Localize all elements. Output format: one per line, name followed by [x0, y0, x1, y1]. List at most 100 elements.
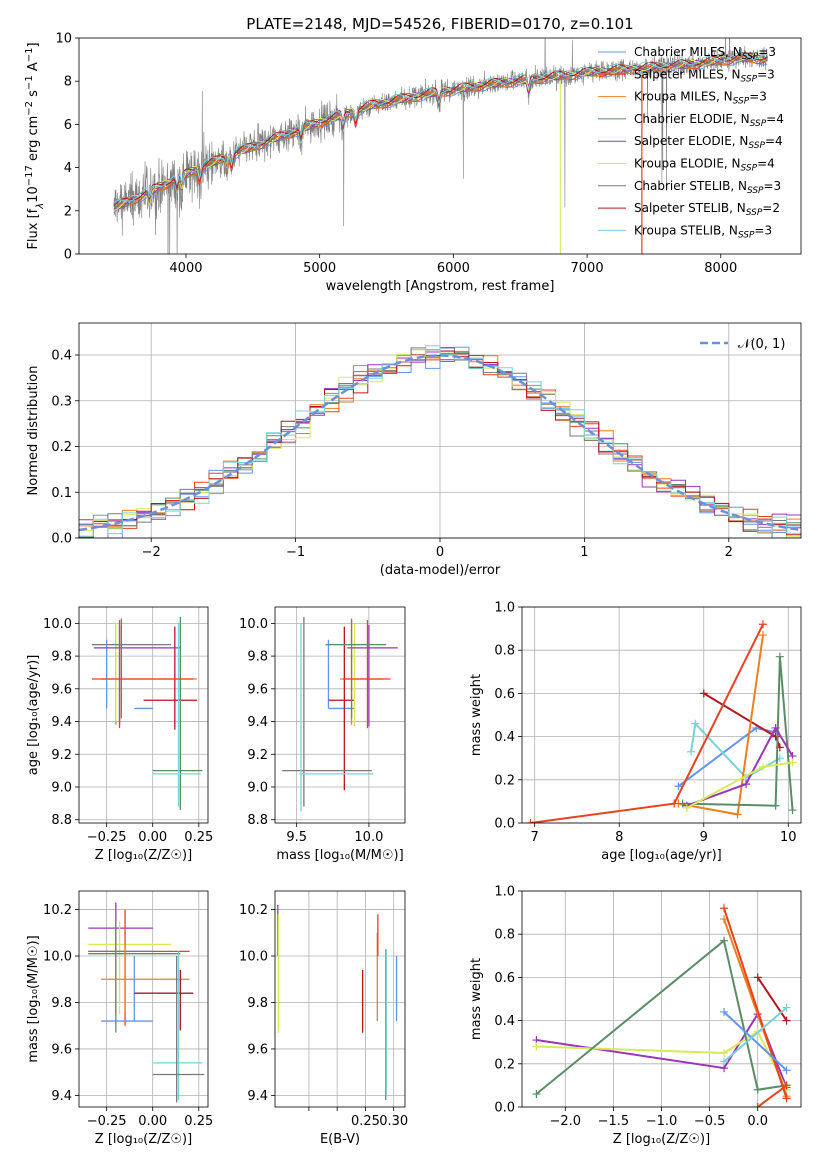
y-tick-label: 9.4 [247, 1089, 268, 1104]
gaussian-curve [79, 354, 799, 532]
plus-marker [782, 1003, 791, 1012]
y-axis-label: mass weight [469, 674, 484, 756]
plus-marker [691, 719, 700, 728]
x-tick-label: 8 [615, 830, 623, 845]
x-axis-label: wavelength [Angstrom, rest frame] [326, 279, 555, 294]
plus-marker [699, 689, 708, 698]
axes: 7 8 9 10 0.0 0.2 0.4 0.6 0.8 1.0 age [log₁₀(age/yr… [469, 601, 802, 863]
legend-entry: Salpeter ELODIE, NSSP=4 [634, 134, 783, 151]
plus-marker [788, 806, 797, 815]
x-tick-label: 0.0 [747, 1114, 768, 1129]
y-tick-label: 9.8 [247, 996, 268, 1011]
y-tick-label: 9.6 [247, 1042, 268, 1057]
y-tick-label: 10.0 [239, 617, 268, 632]
plus-marker [753, 973, 762, 982]
x-tick-label: 4000 [169, 261, 202, 276]
axes-frame [521, 606, 802, 824]
y-tick-label: 9.6 [247, 682, 268, 697]
y-tick-label: 10.0 [43, 617, 72, 632]
x-tick-label: 8000 [704, 261, 737, 276]
x-axis-label: Z [log₁₀(Z/Z☉)] [95, 1132, 192, 1147]
y-tick-label: 0.2 [51, 440, 72, 455]
y-tick-label: 9.8 [51, 650, 72, 665]
mass_vs_ebv-panel: 0.25 0.30 9.4 9.6 9.8 10.0 10.2 E(B-V) [239, 890, 408, 1147]
x-tick-label: −0.25 [87, 1114, 127, 1129]
y-tick-label: 9.2 [51, 748, 72, 763]
axes: −2 −1 0 1 2 0.0 0.1 0.2 0.3 0.4 (data-model)/error… [26, 322, 802, 578]
y-tick-label: 0.4 [494, 730, 515, 745]
legend: Chabrier MILES, NSSP=3 Salpeter MILES, NS… [598, 45, 784, 240]
y-tick-label: 9.0 [51, 781, 72, 796]
x-tick-label: 2 [725, 545, 733, 560]
y-tick-label: 1.0 [494, 885, 515, 900]
x-axis-label: E(B-V) [320, 1132, 360, 1147]
y-tick-label: 0.6 [494, 971, 515, 986]
weight-line-salpeter_elodie [686, 725, 794, 807]
axes: −2.0 −1.5 −1.0 −0.5 0.0 0.0 0.2 0.4 0.6 0.8 1.0 Z [… [469, 885, 802, 1147]
y-tick-label: 9.6 [51, 1042, 72, 1057]
plus-marker [782, 1081, 791, 1090]
plus-marker [678, 799, 687, 808]
y-tick-label: 0.0 [51, 532, 72, 547]
plus-marker [532, 1090, 541, 1099]
x-tick-label: −2.0 [550, 1114, 582, 1129]
legend: 𝒩(0, 1) [700, 337, 785, 352]
y-axis-label: mass weight [469, 958, 484, 1040]
model-line-chabrier_elodie [113, 56, 768, 208]
plot-area [88, 902, 205, 1103]
y-tick-label: 10.2 [43, 903, 72, 918]
legend-entry: Chabrier MILES, NSSP=3 [634, 45, 776, 62]
weight_vs_age-panel: 7 8 9 10 0.0 0.2 0.4 0.6 0.8 1.0 age [log₁₀(age/yr… [469, 601, 802, 863]
y-tick-label: 9.4 [51, 1089, 72, 1104]
plus-marker [788, 758, 797, 767]
y-tick-label: 8.8 [247, 813, 268, 828]
plus-marker [720, 904, 729, 913]
x-tick-label: −0.25 [87, 830, 127, 845]
axes: −0.25 0.00 0.25 9.4 9.6 9.8 10.0 10.2 Z [log₁₀(Z… [26, 890, 213, 1147]
x-axis-label: Z [log₁₀(Z/Z☉)] [95, 848, 192, 863]
y-tick-label: 0.8 [494, 928, 515, 943]
model-line-kroupa_stelib [113, 52, 768, 204]
y-tick-label: 10.0 [239, 950, 268, 965]
x-tick-label: 9 [700, 830, 708, 845]
x-tick-label: 7000 [571, 261, 604, 276]
x-tick-label: −1.0 [646, 1114, 678, 1129]
spectrum-panel: 4000 5000 6000 7000 8000 0 2 4 6 8 10 wavelength [A… [24, 32, 802, 294]
histogram-kroupa_stelib [79, 345, 801, 537]
x-tick-label: 1 [580, 545, 588, 560]
legend-entry: Chabrier STELIB, NSSP=3 [634, 179, 781, 196]
y-tick-label: 9.8 [247, 650, 268, 665]
y-tick-label: 0.2 [494, 773, 515, 788]
legend-entry: Chabrier ELODIE, NSSP=4 [634, 112, 784, 129]
plus-marker [753, 1085, 762, 1094]
weight-line-chabrier_elodie [535, 938, 787, 1095]
plus-marker [720, 936, 729, 945]
y-tick-label: 0.4 [494, 1014, 515, 1029]
plot-area [79, 345, 801, 538]
plus-marker [682, 803, 691, 812]
plus-marker [674, 782, 683, 791]
axes-frame [78, 322, 802, 539]
weight-line-salpeter_miles [530, 623, 764, 823]
plus-marker [758, 620, 767, 629]
y-tick-label: 10 [55, 32, 72, 47]
plus-marker [758, 631, 767, 640]
plus-marker [775, 652, 784, 661]
y-axis-label: Flux [fλ10−17 erg cm−2 s−1 A−1] [24, 42, 46, 249]
plus-marker [720, 1049, 729, 1057]
x-tick-label: 0.25 [351, 1114, 380, 1129]
x-tick-label: 0.25 [184, 830, 213, 845]
plot-area [526, 620, 797, 823]
model-line-chabrier_stelib [113, 52, 768, 210]
plus-marker [687, 747, 696, 756]
x-tick-label: 9.5 [286, 830, 307, 845]
y-tick-label: 9.6 [51, 682, 72, 697]
y-tick-label: 9.8 [51, 996, 72, 1011]
x-tick-label: 5000 [303, 261, 336, 276]
y-tick-label: 4 [64, 161, 72, 176]
x-tick-label: 7 [531, 830, 539, 845]
y-tick-label: 10.2 [239, 903, 268, 918]
x-tick-label: −2 [142, 545, 161, 560]
axes-frame [274, 606, 406, 824]
